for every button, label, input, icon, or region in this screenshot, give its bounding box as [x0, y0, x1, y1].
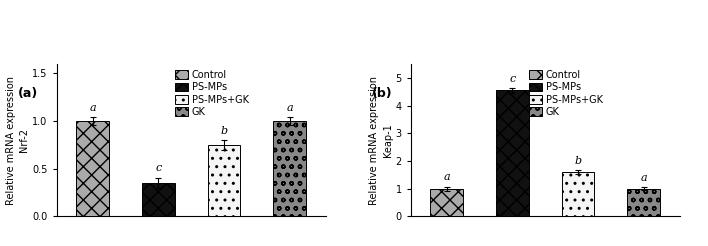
Text: a: a	[286, 103, 293, 113]
Bar	[273, 121, 306, 216]
Legend: Control, PS-MPs, PS-MPs+GK, GK: Control, PS-MPs, PS-MPs+GK, GK	[174, 69, 250, 118]
Bar	[496, 90, 529, 216]
Text: b: b	[220, 126, 227, 136]
Bar	[207, 145, 241, 216]
Text: c: c	[155, 163, 161, 173]
Legend: Control, PS-MPs, PS-MPs+GK, GK: Control, PS-MPs, PS-MPs+GK, GK	[528, 69, 604, 118]
Text: a: a	[443, 172, 450, 182]
Bar	[76, 121, 109, 216]
Y-axis label: Relative mRNA expression
Keap-1: Relative mRNA expression Keap-1	[370, 76, 392, 205]
Text: (b): (b)	[372, 87, 392, 100]
Text: b: b	[574, 155, 581, 166]
Text: c: c	[509, 74, 515, 83]
Text: a: a	[640, 173, 647, 183]
Bar	[627, 189, 660, 216]
Text: a: a	[89, 103, 96, 113]
Y-axis label: Relative mRNA expression
Nrf-2: Relative mRNA expression Nrf-2	[6, 76, 30, 205]
Bar	[561, 172, 595, 216]
Text: (a): (a)	[18, 87, 38, 100]
Bar	[430, 189, 463, 216]
Bar	[142, 183, 175, 216]
